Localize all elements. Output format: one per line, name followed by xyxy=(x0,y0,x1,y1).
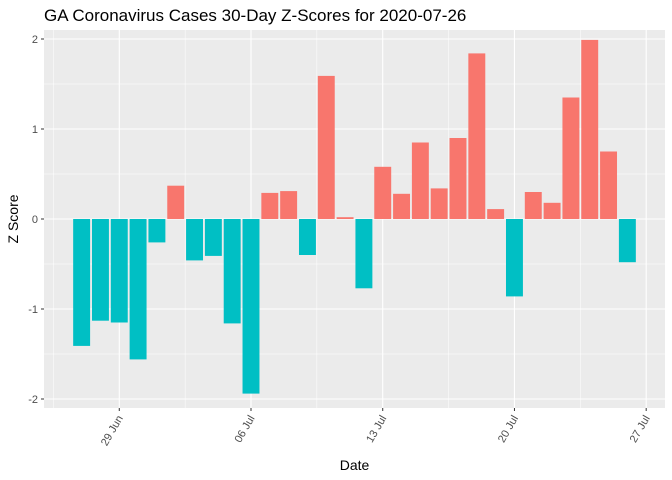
y-axis-title: Z Score xyxy=(5,194,21,243)
x-tick-label: 06 Jul xyxy=(233,414,258,445)
bar xyxy=(543,202,561,219)
bar xyxy=(562,97,580,219)
y-tick-label: -2 xyxy=(28,394,38,406)
y-tick-label: 1 xyxy=(32,124,38,136)
bar xyxy=(204,219,222,256)
bar xyxy=(167,185,185,219)
bar xyxy=(468,53,486,220)
bar xyxy=(618,219,636,263)
y-axis: -2 -1 0 1 2 xyxy=(28,34,44,406)
y-tick-label: -1 xyxy=(28,304,38,316)
bar xyxy=(148,219,166,243)
bar xyxy=(374,166,392,219)
bar xyxy=(73,219,91,346)
bar xyxy=(449,138,467,219)
bar xyxy=(411,142,429,219)
bar xyxy=(336,217,354,219)
bar xyxy=(581,39,599,220)
bar xyxy=(280,191,298,219)
bars xyxy=(73,39,636,394)
x-axis-title: Date xyxy=(340,457,370,473)
bar xyxy=(223,219,241,324)
bar xyxy=(317,75,335,220)
bar xyxy=(110,219,128,323)
bar xyxy=(129,219,147,360)
bar xyxy=(186,219,204,261)
bar xyxy=(393,193,411,219)
x-axis: 29 Jun 06 Jul 13 Jul 20 Jul 27 Jul xyxy=(99,408,653,448)
bar xyxy=(91,219,109,321)
x-tick-label: 27 Jul xyxy=(628,414,653,445)
bar xyxy=(355,219,373,289)
x-tick-label: 13 Jul xyxy=(364,414,389,445)
bar xyxy=(505,219,523,297)
bar xyxy=(524,192,542,219)
x-tick-label: 20 Jul xyxy=(496,414,521,445)
bar xyxy=(430,188,448,219)
bar xyxy=(298,219,316,255)
x-tick-label: 29 Jun xyxy=(99,414,126,449)
chart-title: GA Coronavirus Cases 30-Day Z-Scores for… xyxy=(44,6,467,25)
bar xyxy=(487,209,505,219)
y-tick-label: 2 xyxy=(32,34,38,46)
bar xyxy=(242,219,260,394)
bar xyxy=(261,192,279,219)
bar xyxy=(600,151,618,219)
y-tick-label: 0 xyxy=(32,214,38,226)
